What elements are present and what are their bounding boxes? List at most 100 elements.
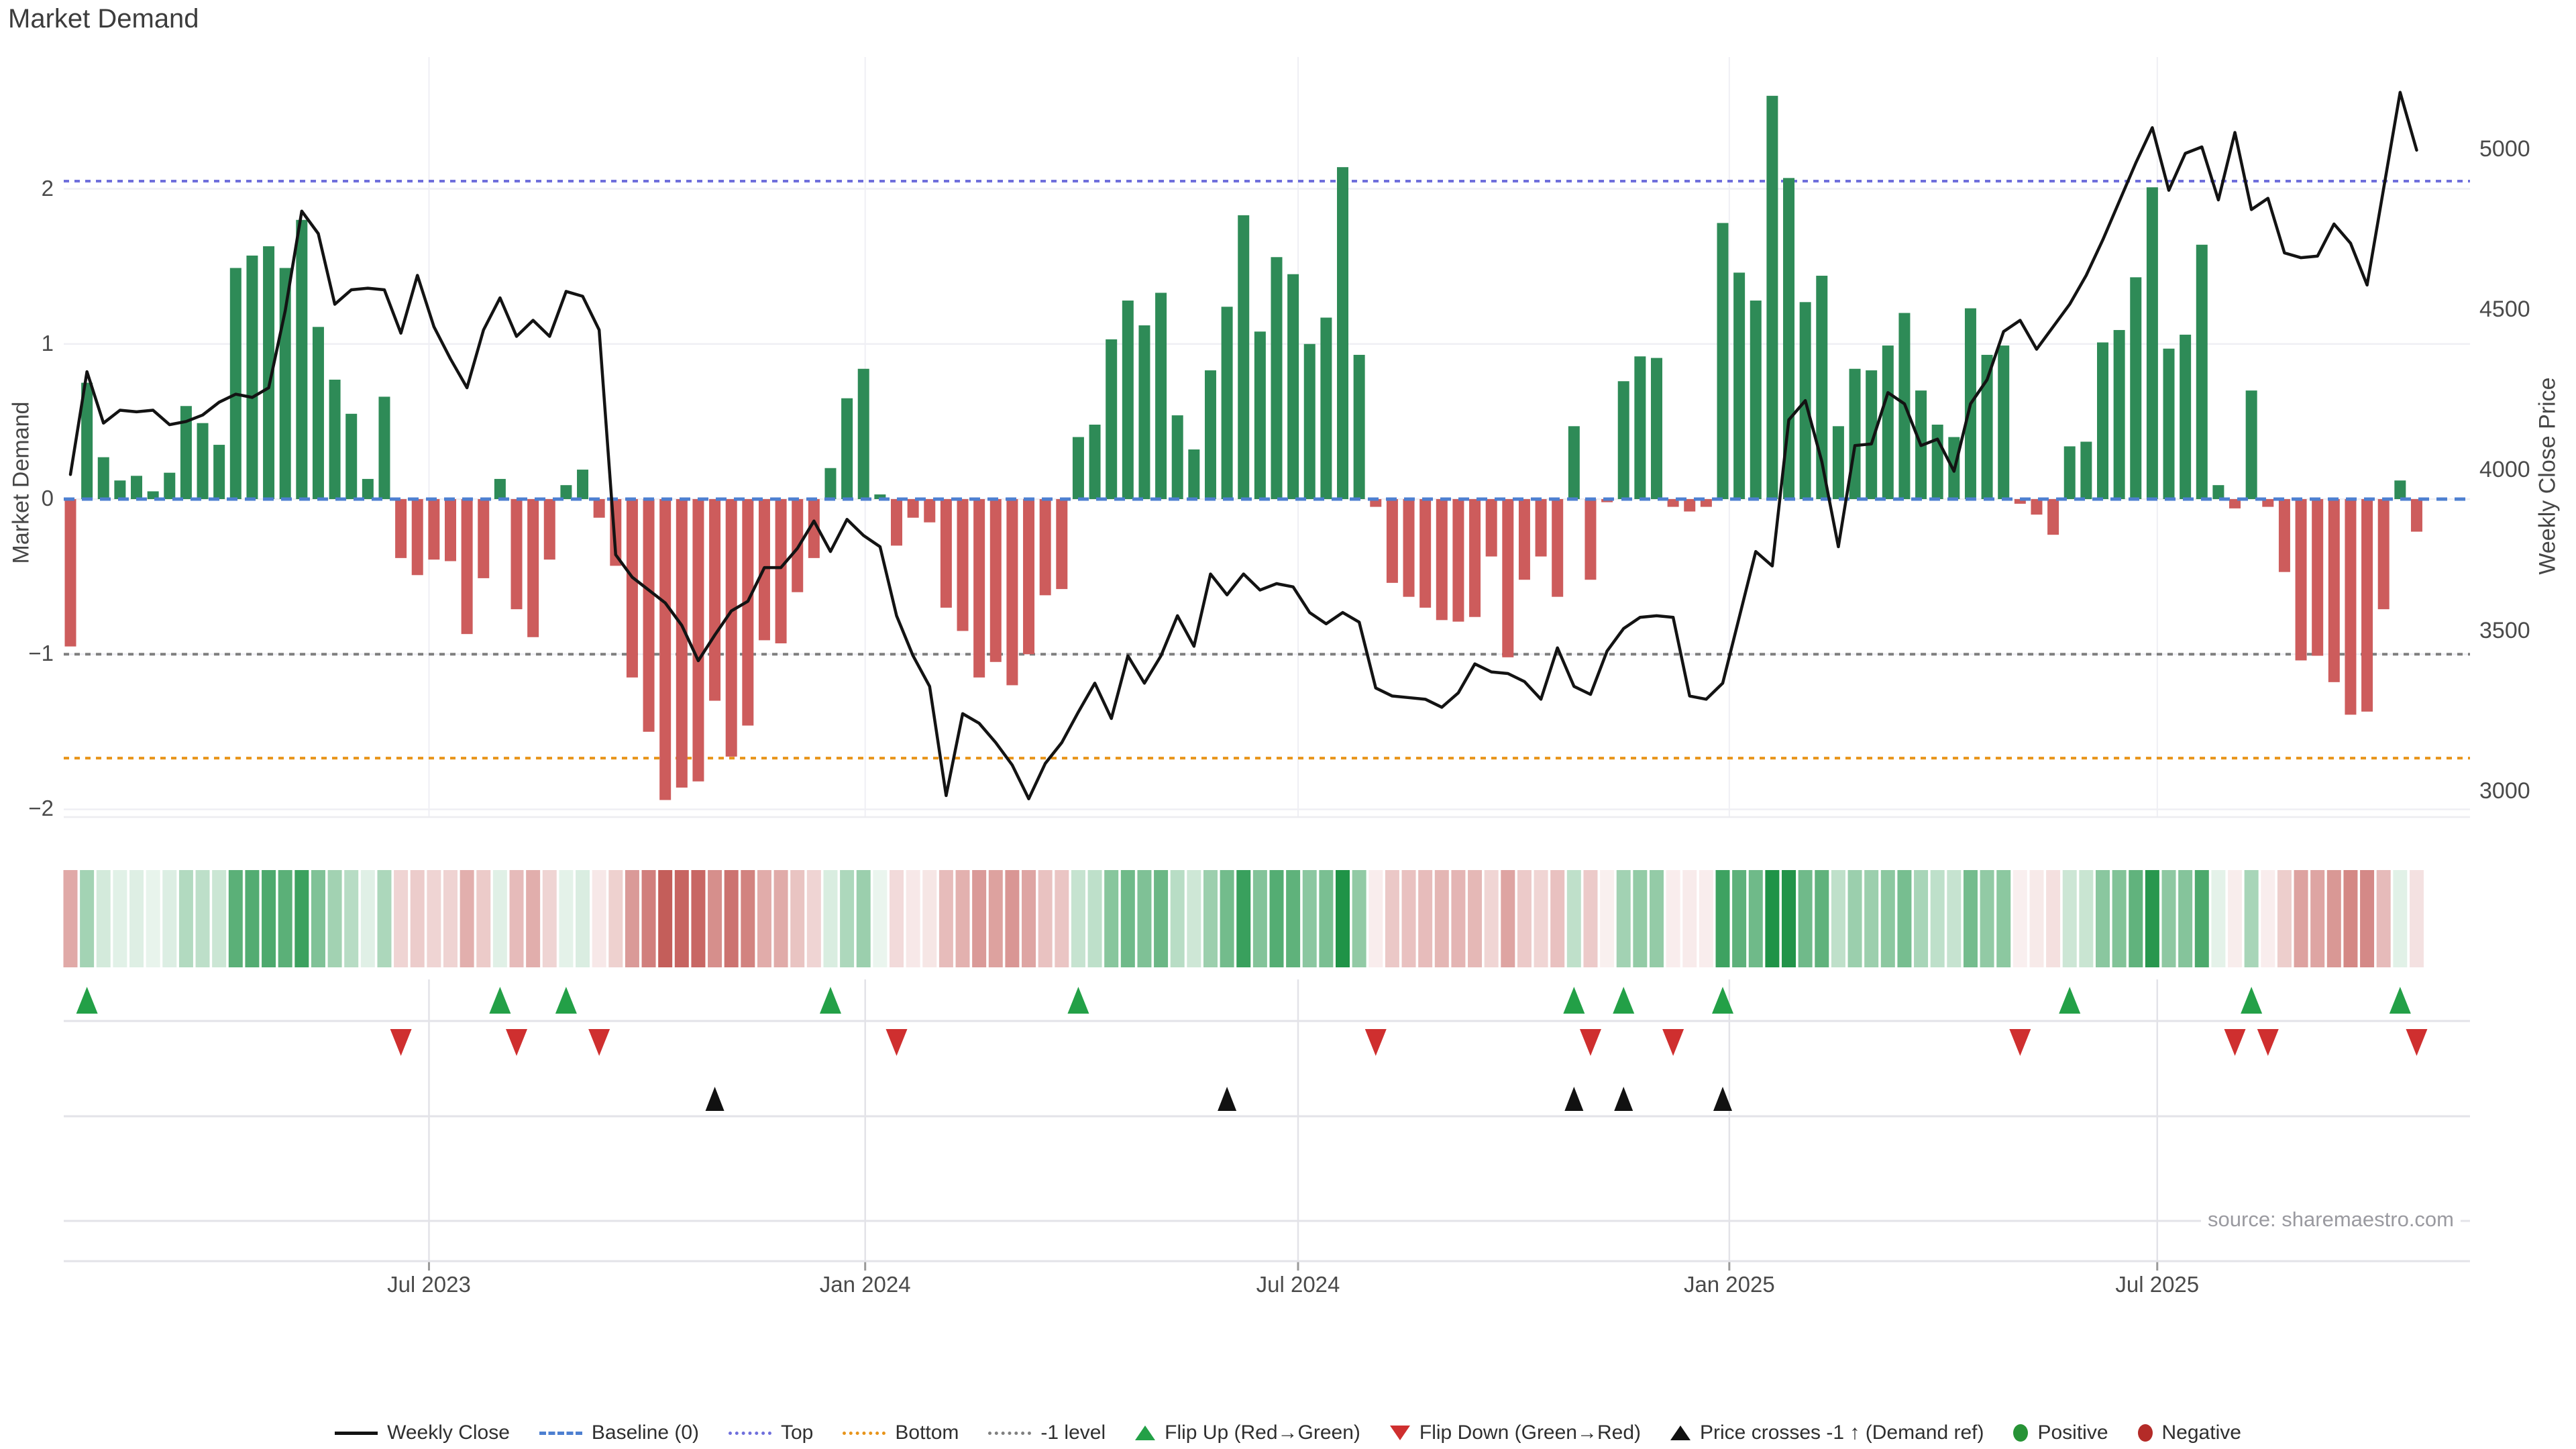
demand-bar: [1403, 498, 1415, 597]
heatmap-cell: [790, 870, 805, 967]
heatmap-cell: [1137, 870, 1152, 967]
heatmap-cell: [757, 870, 771, 967]
flip-up-marker: [1613, 987, 1635, 1014]
demand-bar: [2163, 348, 2175, 499]
legend-item-label: Price crosses -1 ↑ (Demand ref): [1700, 1421, 1984, 1444]
demand-bar: [395, 498, 407, 558]
demand-bar: [1452, 498, 1464, 622]
heatmap-cell: [2326, 870, 2341, 967]
demand-bar: [1386, 498, 1398, 583]
demand-bar: [2113, 329, 2125, 499]
flip-down-marker: [506, 1029, 528, 1056]
demand-bar: [1535, 498, 1547, 557]
heatmap-cell: [2211, 870, 2226, 967]
heatmap-cell: [1087, 870, 1102, 967]
heatmap-cell: [1798, 870, 1813, 967]
heatmap-cell: [806, 870, 821, 967]
heatmap-cell: [1484, 870, 1499, 967]
heatmap-cell: [1980, 870, 1994, 967]
demand-bar: [312, 327, 324, 499]
heatmap-cell: [2360, 870, 2375, 967]
heatmap-cell: [443, 870, 458, 967]
flip-up-marker: [819, 987, 841, 1014]
legend-item: Flip Down (Green→Red): [1389, 1421, 1641, 1444]
heatmap-cell: [311, 870, 325, 967]
demand-bar: [1337, 167, 1349, 499]
heatmap-cell: [1252, 870, 1267, 967]
heatmap-cell: [2228, 870, 2243, 967]
demand-bar: [229, 268, 241, 499]
demand-bar: [114, 480, 126, 499]
flip-up-marker: [76, 987, 98, 1014]
heatmap-cell: [1170, 870, 1185, 967]
demand-bar: [1931, 425, 1943, 499]
heatmap-cell: [1897, 870, 1912, 967]
heatmap-cell: [1220, 870, 1234, 967]
flip-up-marker: [1067, 987, 1089, 1014]
demand-bar: [1303, 343, 1316, 499]
legend-item-label: -1 level: [1040, 1421, 1106, 1444]
demand-bar: [2229, 498, 2241, 508]
demand-bar: [2295, 498, 2307, 661]
heatmap-cell: [2277, 870, 2292, 967]
heatmap-cell: [360, 870, 375, 967]
legend-item: Price crosses -1 ↑ (Demand ref): [1670, 1421, 1984, 1444]
heatmap-cell: [890, 870, 904, 967]
heatmap-cell: [1302, 870, 1317, 967]
demand-bar: [527, 498, 539, 637]
demand-bar: [1518, 498, 1530, 580]
source-note: source: sharemaestro.com: [2201, 1208, 2461, 1232]
demand-bar: [1138, 325, 1150, 499]
legend-item-label: Baseline (0): [591, 1421, 699, 1444]
heatmap-cell: [641, 870, 656, 967]
demand-bar: [164, 472, 176, 499]
heatmap-cell: [344, 870, 359, 967]
heatmap-cell: [1022, 870, 1036, 967]
demand-bar: [560, 485, 572, 499]
flip-down-marker: [588, 1029, 610, 1056]
heatmap-cell: [1368, 870, 1383, 967]
heatmap-cell: [1682, 870, 1697, 967]
legend-item: Negative: [2137, 1421, 2241, 1444]
heatmap-cell: [1947, 870, 1962, 967]
demand-bar: [64, 498, 76, 647]
legend-item-label: Negative: [2161, 1421, 2241, 1444]
demand-bar: [1056, 498, 1068, 590]
heatmap-cell: [1600, 870, 1615, 967]
heatmap-cell: [212, 870, 227, 967]
demand-bar: [857, 368, 869, 499]
demand-bar: [2180, 334, 2192, 499]
demand-bar: [2196, 244, 2208, 499]
demand-bar: [2394, 480, 2406, 499]
heatmap-cell: [1501, 870, 1515, 967]
legend-dotted-line-icon: [988, 1431, 1032, 1435]
demand-bar: [1436, 498, 1448, 621]
heatmap-cell: [1847, 870, 1862, 967]
legend-item: Top: [729, 1421, 813, 1444]
heatmap-cell: [1880, 870, 1895, 967]
demand-bar: [2312, 498, 2324, 656]
demand-bar: [131, 476, 143, 499]
demand-bar: [626, 498, 638, 678]
demand-bar: [1882, 345, 1894, 499]
demand-bar: [511, 498, 523, 610]
heatmap-cell: [427, 870, 441, 967]
demand-bar: [81, 382, 93, 499]
heatmap-cell: [576, 870, 590, 967]
price-cross-marker: [705, 1087, 724, 1111]
heatmap-cell: [674, 870, 689, 967]
heatmap-cell: [625, 870, 639, 967]
heatmap-cell: [559, 870, 574, 967]
heatmap-cell: [1517, 870, 1532, 967]
demand-bar: [2063, 446, 2076, 499]
legend-dotted-line-icon: [843, 1431, 886, 1435]
heatmap-cell: [410, 870, 425, 967]
demand-bar: [2328, 498, 2340, 682]
demand-bar: [1006, 498, 1018, 686]
heatmap-cell: [1616, 870, 1631, 967]
demand-bar: [329, 379, 341, 499]
demand-bar: [428, 498, 440, 560]
legend-item-label: Weekly Close: [387, 1421, 510, 1444]
flip-up-marker: [2059, 987, 2081, 1014]
demand-bar: [2410, 498, 2422, 532]
